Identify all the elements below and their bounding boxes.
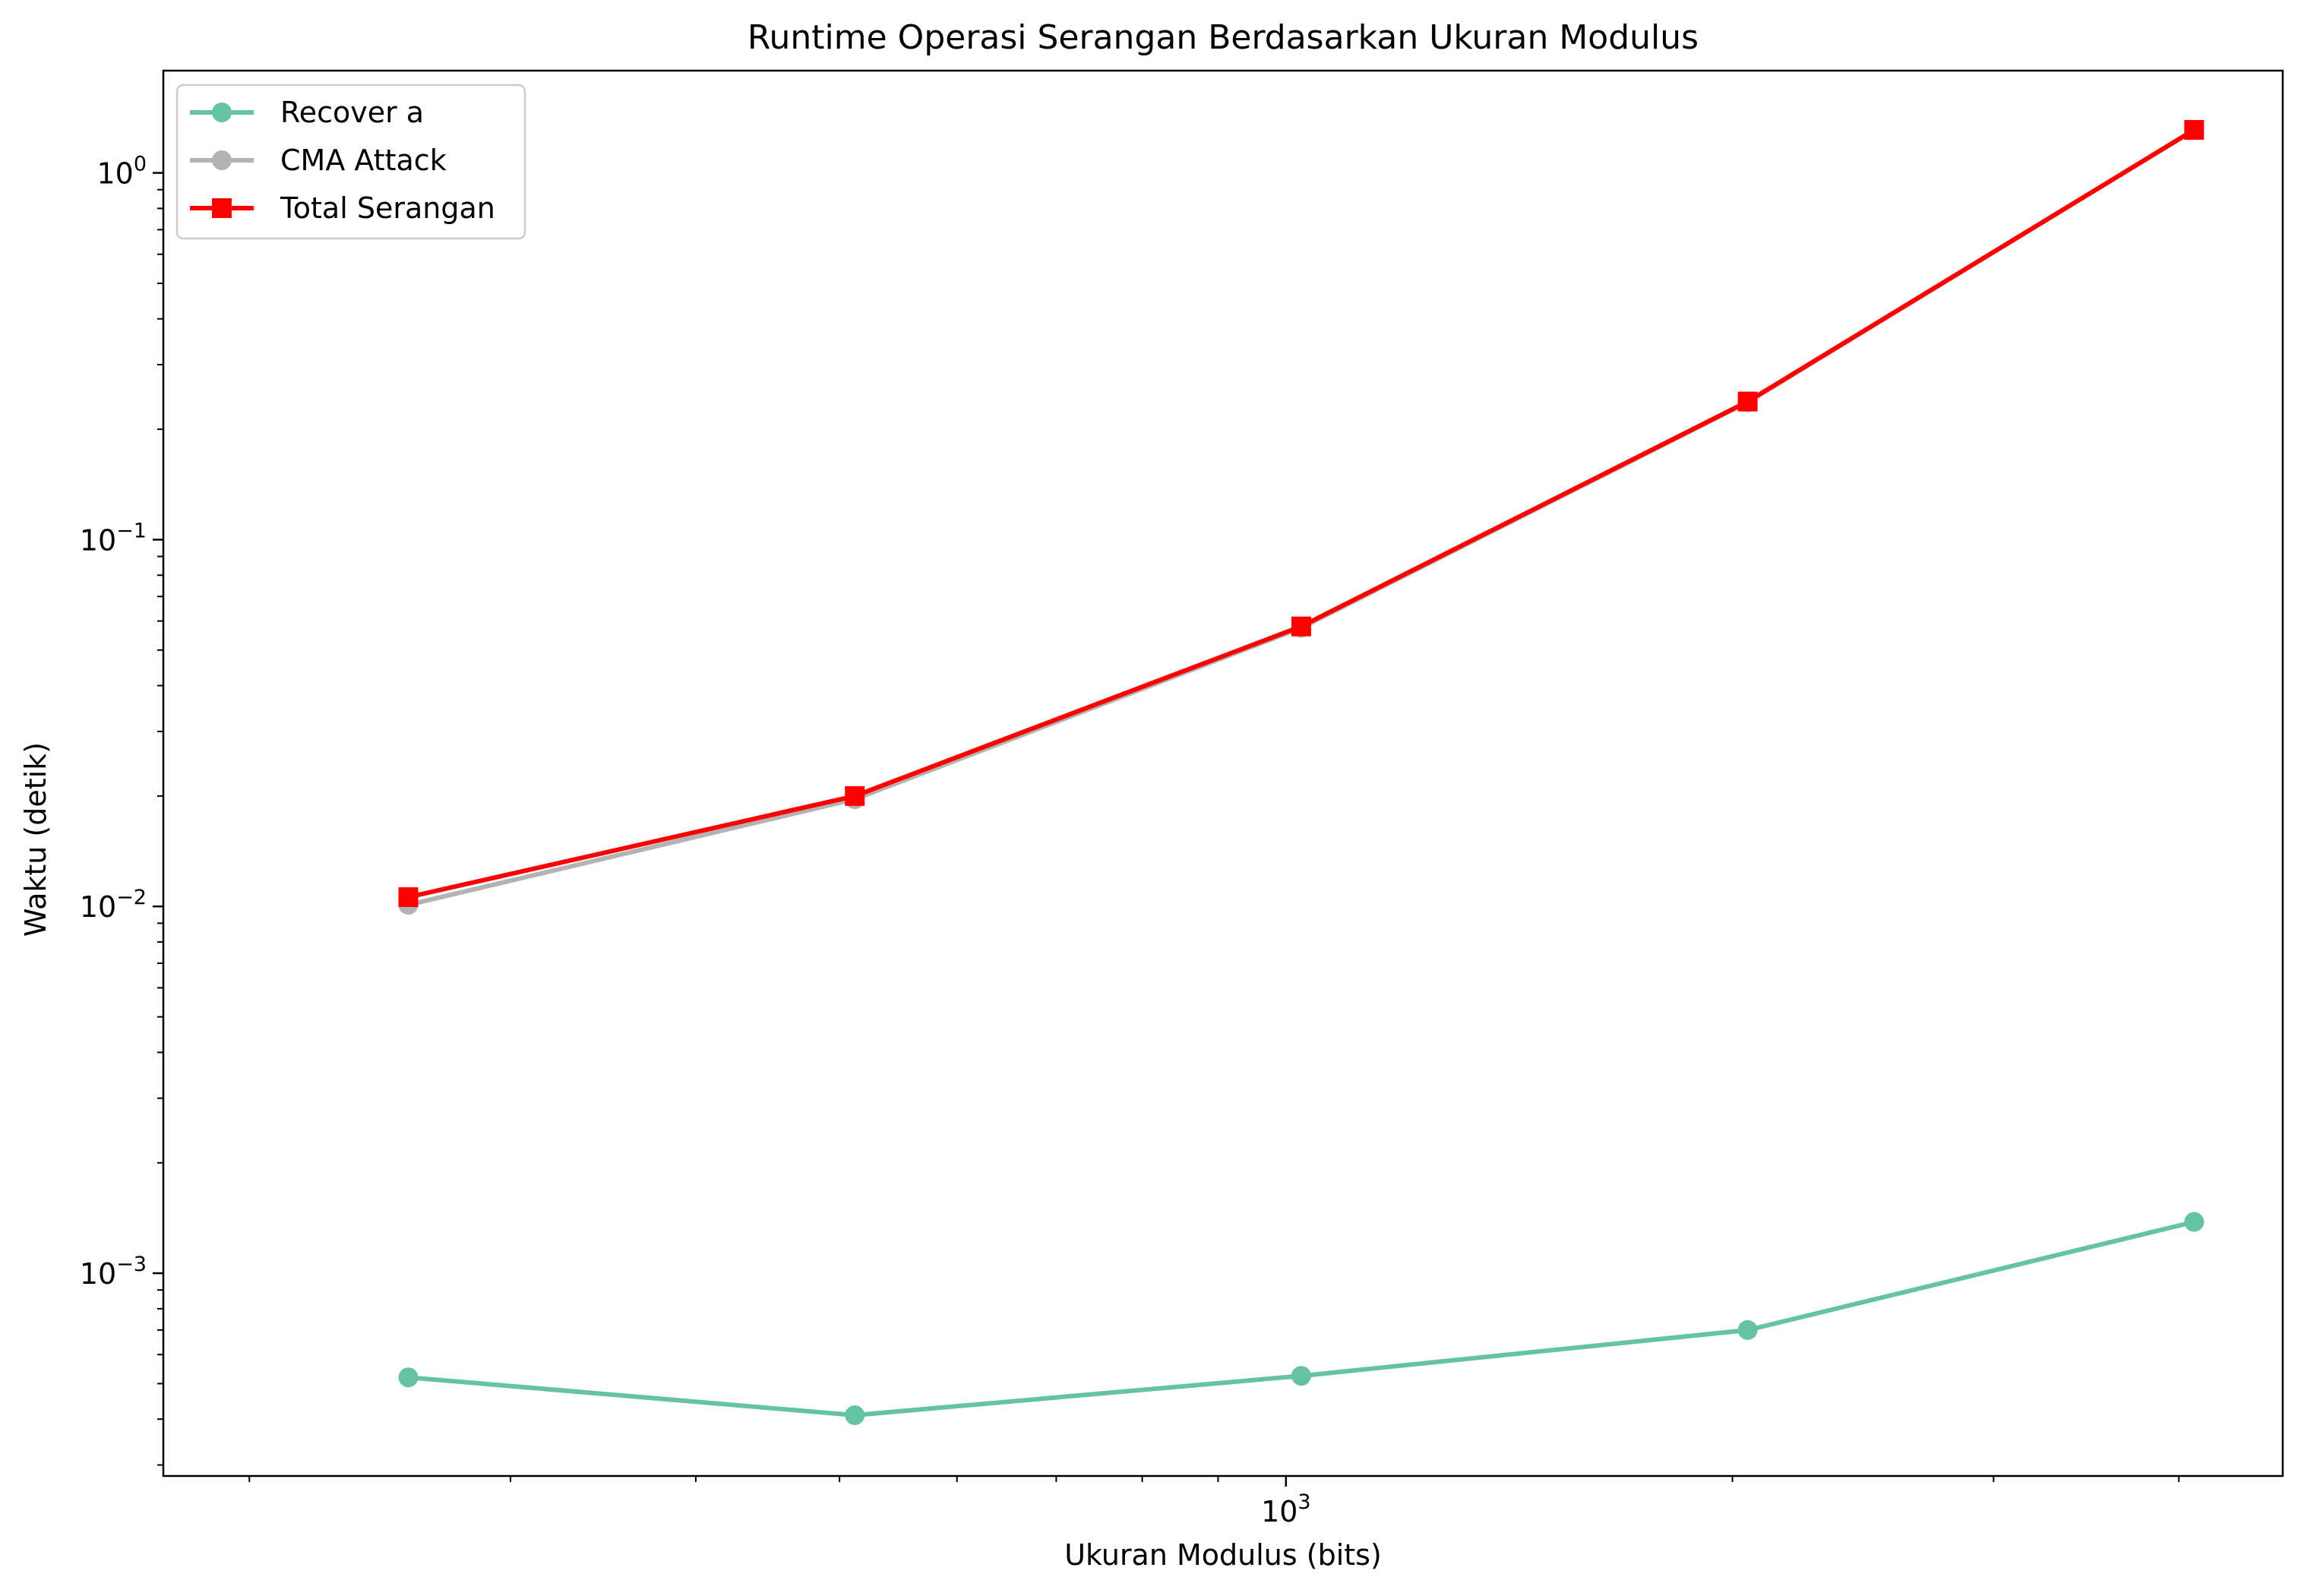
legend-label: Total Serangan <box>280 191 495 225</box>
legend-marker <box>212 103 232 122</box>
x-tick-label-base: 10 <box>1261 1495 1297 1528</box>
y-tick-label-exp: −2 <box>116 886 147 909</box>
y-tick-label-base: 10 <box>80 1257 116 1291</box>
y-tick-label-base: 10 <box>96 157 133 191</box>
legend-item-cma-attack: CMA Attack <box>190 144 447 177</box>
data-point-recover-a <box>845 1405 865 1426</box>
x-tick-label-exp: 3 <box>1297 1490 1310 1514</box>
data-point-total-serangan <box>1291 616 1311 637</box>
x-tick-label: 103 <box>1261 1490 1311 1528</box>
legend-label: CMA Attack <box>280 144 447 177</box>
y-tick-label: 10−3 <box>80 1253 147 1291</box>
data-point-total-serangan <box>845 785 865 806</box>
y-tick-label-exp: −3 <box>116 1253 147 1276</box>
y-tick-label-base: 10 <box>80 890 116 924</box>
data-point-recover-a <box>2184 1212 2204 1232</box>
chart-title: Runtime Operasi Serangan Berdasarkan Uku… <box>747 18 1699 57</box>
data-point-total-serangan <box>2184 119 2204 140</box>
legend-frame <box>175 84 526 240</box>
y-tick-label: 10−2 <box>80 886 147 924</box>
y-tick-label: 100 <box>96 153 147 191</box>
legend: Recover a CMA Attack Total Serangan <box>175 84 526 240</box>
y-tick-label: 10−1 <box>80 519 147 557</box>
data-point-recover-a <box>398 1367 419 1388</box>
series-recover-a <box>398 1212 2204 1426</box>
series-total-serangan <box>398 119 2204 908</box>
data-point-recover-a <box>1737 1319 1758 1340</box>
data-point-total-serangan <box>398 887 419 908</box>
legend-item-total-serangan: Total Serangan <box>190 191 495 225</box>
y-tick-label-exp: −1 <box>116 519 147 542</box>
legend-marker <box>212 150 232 170</box>
y-tick-label-exp: 0 <box>134 153 147 176</box>
y-axis-label: Waktu (detik) <box>19 742 52 937</box>
legend-label: Recover a <box>280 96 424 129</box>
x-axis-label: Ukuran Modulus (bits) <box>1064 1538 1382 1572</box>
y-tick-label-base: 10 <box>80 523 116 557</box>
legend-item-recover-a: Recover a <box>190 96 424 129</box>
data-point-recover-a <box>1291 1366 1311 1386</box>
data-point-total-serangan <box>1737 391 1758 412</box>
series-layer <box>398 119 2204 1426</box>
legend-marker <box>212 198 232 218</box>
plot-area-frame <box>162 69 2284 1477</box>
